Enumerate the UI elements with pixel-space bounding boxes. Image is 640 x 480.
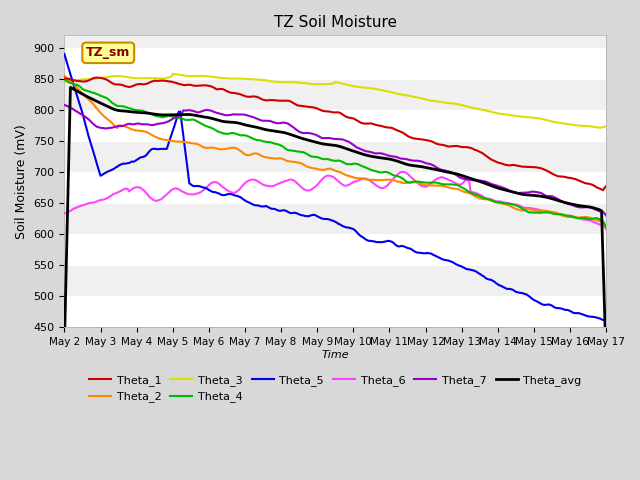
Legend: Theta_1, Theta_2, Theta_3, Theta_4, Theta_5, Theta_6, Theta_7, Theta_avg: Theta_1, Theta_2, Theta_3, Theta_4, Thet… (84, 371, 586, 407)
Bar (65, 48, 606, 79)
Y-axis label: Soil Moisture (mV): Soil Moisture (mV) (15, 124, 28, 239)
Bar (65, 172, 606, 203)
X-axis label: Time: Time (321, 349, 349, 360)
Bar (65, 110, 606, 141)
Text: TZ_sm: TZ_sm (86, 47, 131, 60)
Bar (65, 234, 606, 265)
Title: TZ Soil Moisture: TZ Soil Moisture (274, 15, 397, 30)
Bar (65, 296, 606, 327)
